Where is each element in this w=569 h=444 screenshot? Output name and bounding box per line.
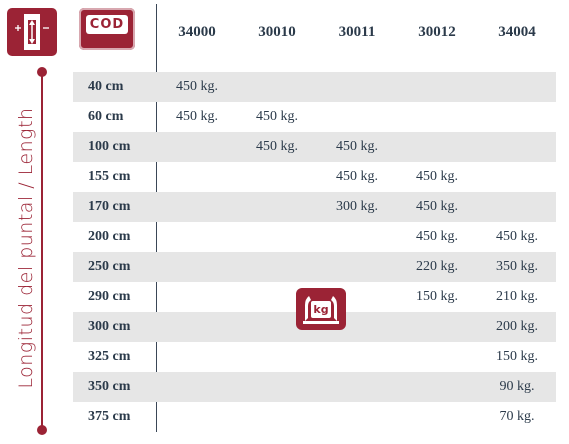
table-row: 40 cm 450 kg. <box>73 72 556 102</box>
row-length-label: 250 cm <box>88 259 131 274</box>
table-row: 350 cm 90 kg. <box>73 372 556 402</box>
capacity-cell: 150 kg. <box>416 289 458 304</box>
capacity-cell: 450 kg. <box>176 109 218 124</box>
table-row: 375 cm 70 kg. <box>73 402 556 432</box>
capacity-cell: 300 kg. <box>336 199 378 214</box>
row-length-label: 40 cm <box>88 79 124 94</box>
row-length-label: 200 cm <box>88 229 131 244</box>
column-header: 30011 <box>338 24 376 40</box>
capacity-cell: 450 kg. <box>256 109 298 124</box>
length-measure-icon <box>7 8 57 56</box>
table-row: 60 cm 450 kg. 450 kg. <box>73 102 556 132</box>
capacity-cell: 450 kg. <box>416 169 458 184</box>
table-row: 170 cm 300 kg. 450 kg. <box>73 192 556 222</box>
axis-start-dot <box>37 67 47 77</box>
row-length-label: 170 cm <box>88 199 131 214</box>
capacity-cell: 210 kg. <box>496 289 538 304</box>
capacity-cell: 220 kg. <box>416 259 458 274</box>
capacity-cell: 450 kg. <box>336 139 378 154</box>
capacity-cell: 450 kg. <box>416 229 458 244</box>
row-length-label: 155 cm <box>88 169 131 184</box>
axis-end-dot <box>37 425 47 435</box>
capacity-cell: 450 kg. <box>176 79 218 94</box>
capacity-cell: 90 kg. <box>499 379 535 394</box>
cod-label: COD <box>86 15 128 34</box>
column-header: 30012 <box>418 24 456 40</box>
table-row: 155 cm 450 kg. 450 kg. <box>73 162 556 192</box>
table-row: 325 cm 150 kg. <box>73 342 556 372</box>
capacity-cell: 450 kg. <box>496 229 538 244</box>
capacity-cell: 450 kg. <box>336 169 378 184</box>
table-row: 250 cm 220 kg. 350 kg. <box>73 252 556 282</box>
row-length-label: 300 cm <box>88 319 131 334</box>
capacity-cell: 450 kg. <box>256 139 298 154</box>
row-length-label: 60 cm <box>88 109 124 124</box>
length-axis-line <box>41 68 43 430</box>
capacity-cell: 70 kg. <box>499 409 535 424</box>
column-header: 34004 <box>498 24 536 40</box>
column-headers: 34000 30010 30011 30012 34004 <box>157 18 557 46</box>
table-row: 290 cm 150 kg. 210 kg. <box>73 282 556 312</box>
axis-title: Longitud del puntal / Length <box>15 107 37 389</box>
row-length-label: 375 cm <box>88 409 131 424</box>
capacity-cell: 150 kg. <box>496 349 538 364</box>
row-length-label: 290 cm <box>88 289 131 304</box>
cod-badge: COD <box>79 8 135 50</box>
column-header: 30010 <box>258 24 296 40</box>
row-length-label: 100 cm <box>88 139 131 154</box>
table-row: 100 cm 450 kg. 450 kg. <box>73 132 556 162</box>
table-row: 200 cm 450 kg. 450 kg. <box>73 222 556 252</box>
row-length-label: 350 cm <box>88 379 131 394</box>
capacity-cell: 200 kg. <box>496 319 538 334</box>
column-header: 34000 <box>178 24 216 40</box>
capacity-cell: 450 kg. <box>416 199 458 214</box>
kg-label: kg <box>311 301 331 318</box>
capacity-cell: 350 kg. <box>496 259 538 274</box>
row-length-label: 325 cm <box>88 349 131 364</box>
load-capacity-kg-icon: kg <box>296 288 346 330</box>
